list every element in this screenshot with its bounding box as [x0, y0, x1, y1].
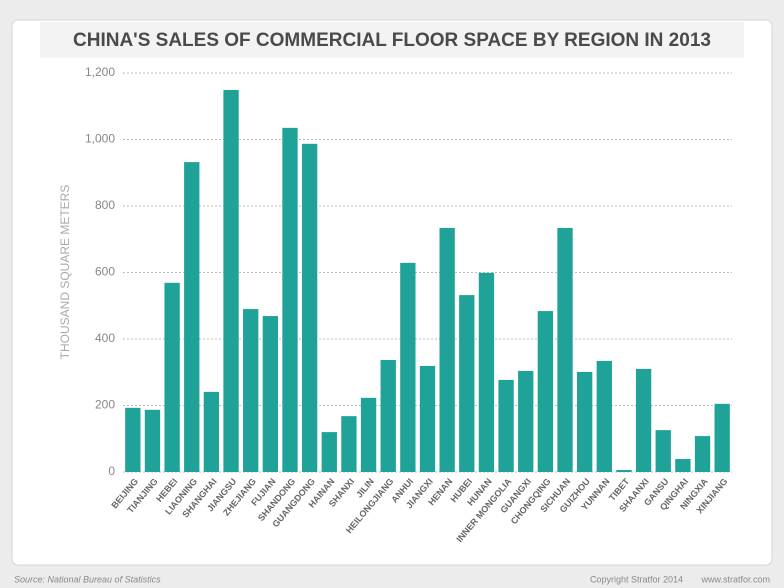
title-band	[40, 22, 744, 58]
bar	[675, 459, 691, 472]
bar	[616, 470, 632, 472]
y-tick-label: 1,200	[85, 65, 115, 79]
y-tick-label: 400	[95, 331, 115, 345]
bar	[596, 360, 612, 472]
y-tick-label: 200	[95, 398, 115, 412]
y-tick-label: 1,000	[85, 132, 115, 146]
bar	[321, 432, 337, 472]
y-axis-label: THOUSAND SQUARE METERS	[58, 185, 72, 360]
bar	[400, 262, 416, 472]
bar	[144, 409, 161, 472]
bar	[635, 368, 652, 472]
bar	[419, 365, 436, 472]
bar	[694, 436, 711, 472]
bar	[360, 397, 377, 472]
bar	[380, 359, 396, 472]
bar	[498, 379, 514, 472]
bar	[557, 227, 573, 472]
bar	[478, 272, 495, 472]
bar	[262, 316, 279, 472]
bar	[518, 370, 534, 472]
bar	[655, 430, 671, 472]
bar	[537, 311, 554, 472]
bar	[341, 416, 357, 472]
y-tick-label: 600	[95, 265, 115, 279]
y-tick-label: 0	[108, 464, 115, 478]
bar	[282, 127, 298, 473]
bar	[243, 309, 259, 472]
bar	[576, 371, 593, 472]
bar	[439, 227, 455, 472]
y-tick-label: 800	[95, 198, 115, 212]
bar	[223, 89, 239, 473]
bar	[301, 143, 318, 472]
bar	[203, 391, 220, 472]
copyright: Copyright Stratfor 2014	[590, 574, 683, 584]
chart-title: CHINA'S SALES OF COMMERCIAL FLOOR SPACE …	[73, 30, 711, 51]
source: Source: National Bureau of Statistics	[14, 574, 161, 584]
website: www.stratfor.com	[700, 574, 770, 584]
bar	[714, 403, 730, 472]
bar	[125, 407, 141, 472]
bar	[459, 295, 475, 472]
bar	[164, 282, 180, 472]
bar	[184, 162, 200, 473]
